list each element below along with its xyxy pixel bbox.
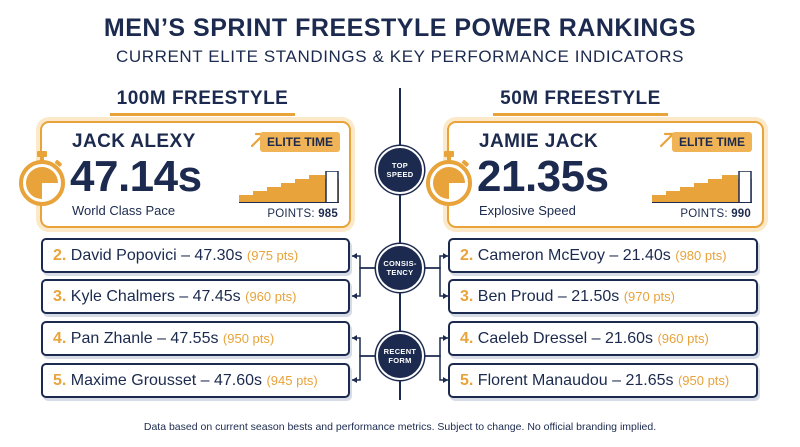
badge-consistency: CONSIS- TENCY xyxy=(376,244,424,292)
leader-card-50m: JAMIE JACK 21.35s Explosive Speed ELITE … xyxy=(426,121,764,228)
leader-time: 47.14s xyxy=(70,152,202,201)
leader-points: POINTS: 985 xyxy=(267,208,338,220)
elite-time-badge: ELITE TIME xyxy=(260,132,340,152)
leader-time: 21.35s xyxy=(477,152,609,201)
ranking-row: 5. Maxime Grousset – 47.60s (945 pts) xyxy=(41,363,350,398)
heading-100m: 100M FREESTYLE xyxy=(110,88,295,116)
ranking-row: 5. Florent Manaudou – 21.65s (950 pts) xyxy=(448,363,758,398)
ranking-row: 3. Kyle Chalmers – 47.45s (960 pts) xyxy=(41,279,350,314)
stepped-bar-chart-icon xyxy=(652,171,752,203)
badge-recent-form: RECENT FORM xyxy=(376,332,424,380)
leader-description: Explosive Speed xyxy=(479,203,576,218)
leader-name: JACK ALEXY xyxy=(72,131,196,152)
heading-50m: 50M FREESTYLE xyxy=(493,88,668,116)
stopwatch-icon xyxy=(19,151,65,206)
leader-card-100m: JACK ALEXY 47.14s World Class Pace ELITE… xyxy=(19,121,351,228)
ranking-row: 4. Pan Zhanle – 47.55s (950 pts) xyxy=(41,321,350,356)
elite-time-badge: ELITE TIME xyxy=(672,132,752,152)
stepped-bar-chart-icon xyxy=(239,171,339,203)
leader-points: POINTS: 990 xyxy=(680,208,751,220)
page-subtitle: CURRENT ELITE STANDINGS & KEY PERFORMANC… xyxy=(115,47,685,66)
page-title: MEN’S SPRINT FREESTYLE POWER RANKINGS xyxy=(103,14,697,42)
footnote: Data based on current season bests and p… xyxy=(143,421,657,433)
badge-top-speed: TOP SPEED xyxy=(376,146,424,194)
ranking-row: 2. Cameron McEvoy – 21.40s (980 pts) xyxy=(448,238,758,273)
stopwatch-icon xyxy=(426,151,472,206)
leader-description: World Class Pace xyxy=(72,203,176,218)
ranking-row: 3. Ben Proud – 21.50s (970 pts) xyxy=(448,279,758,314)
ranking-row: 2. David Popovici – 47.30s (975 pts) xyxy=(41,238,350,273)
ranking-row: 4. Caeleb Dressel – 21.60s (960 pts) xyxy=(448,321,758,356)
leader-name: JAMIE JACK xyxy=(479,131,599,152)
